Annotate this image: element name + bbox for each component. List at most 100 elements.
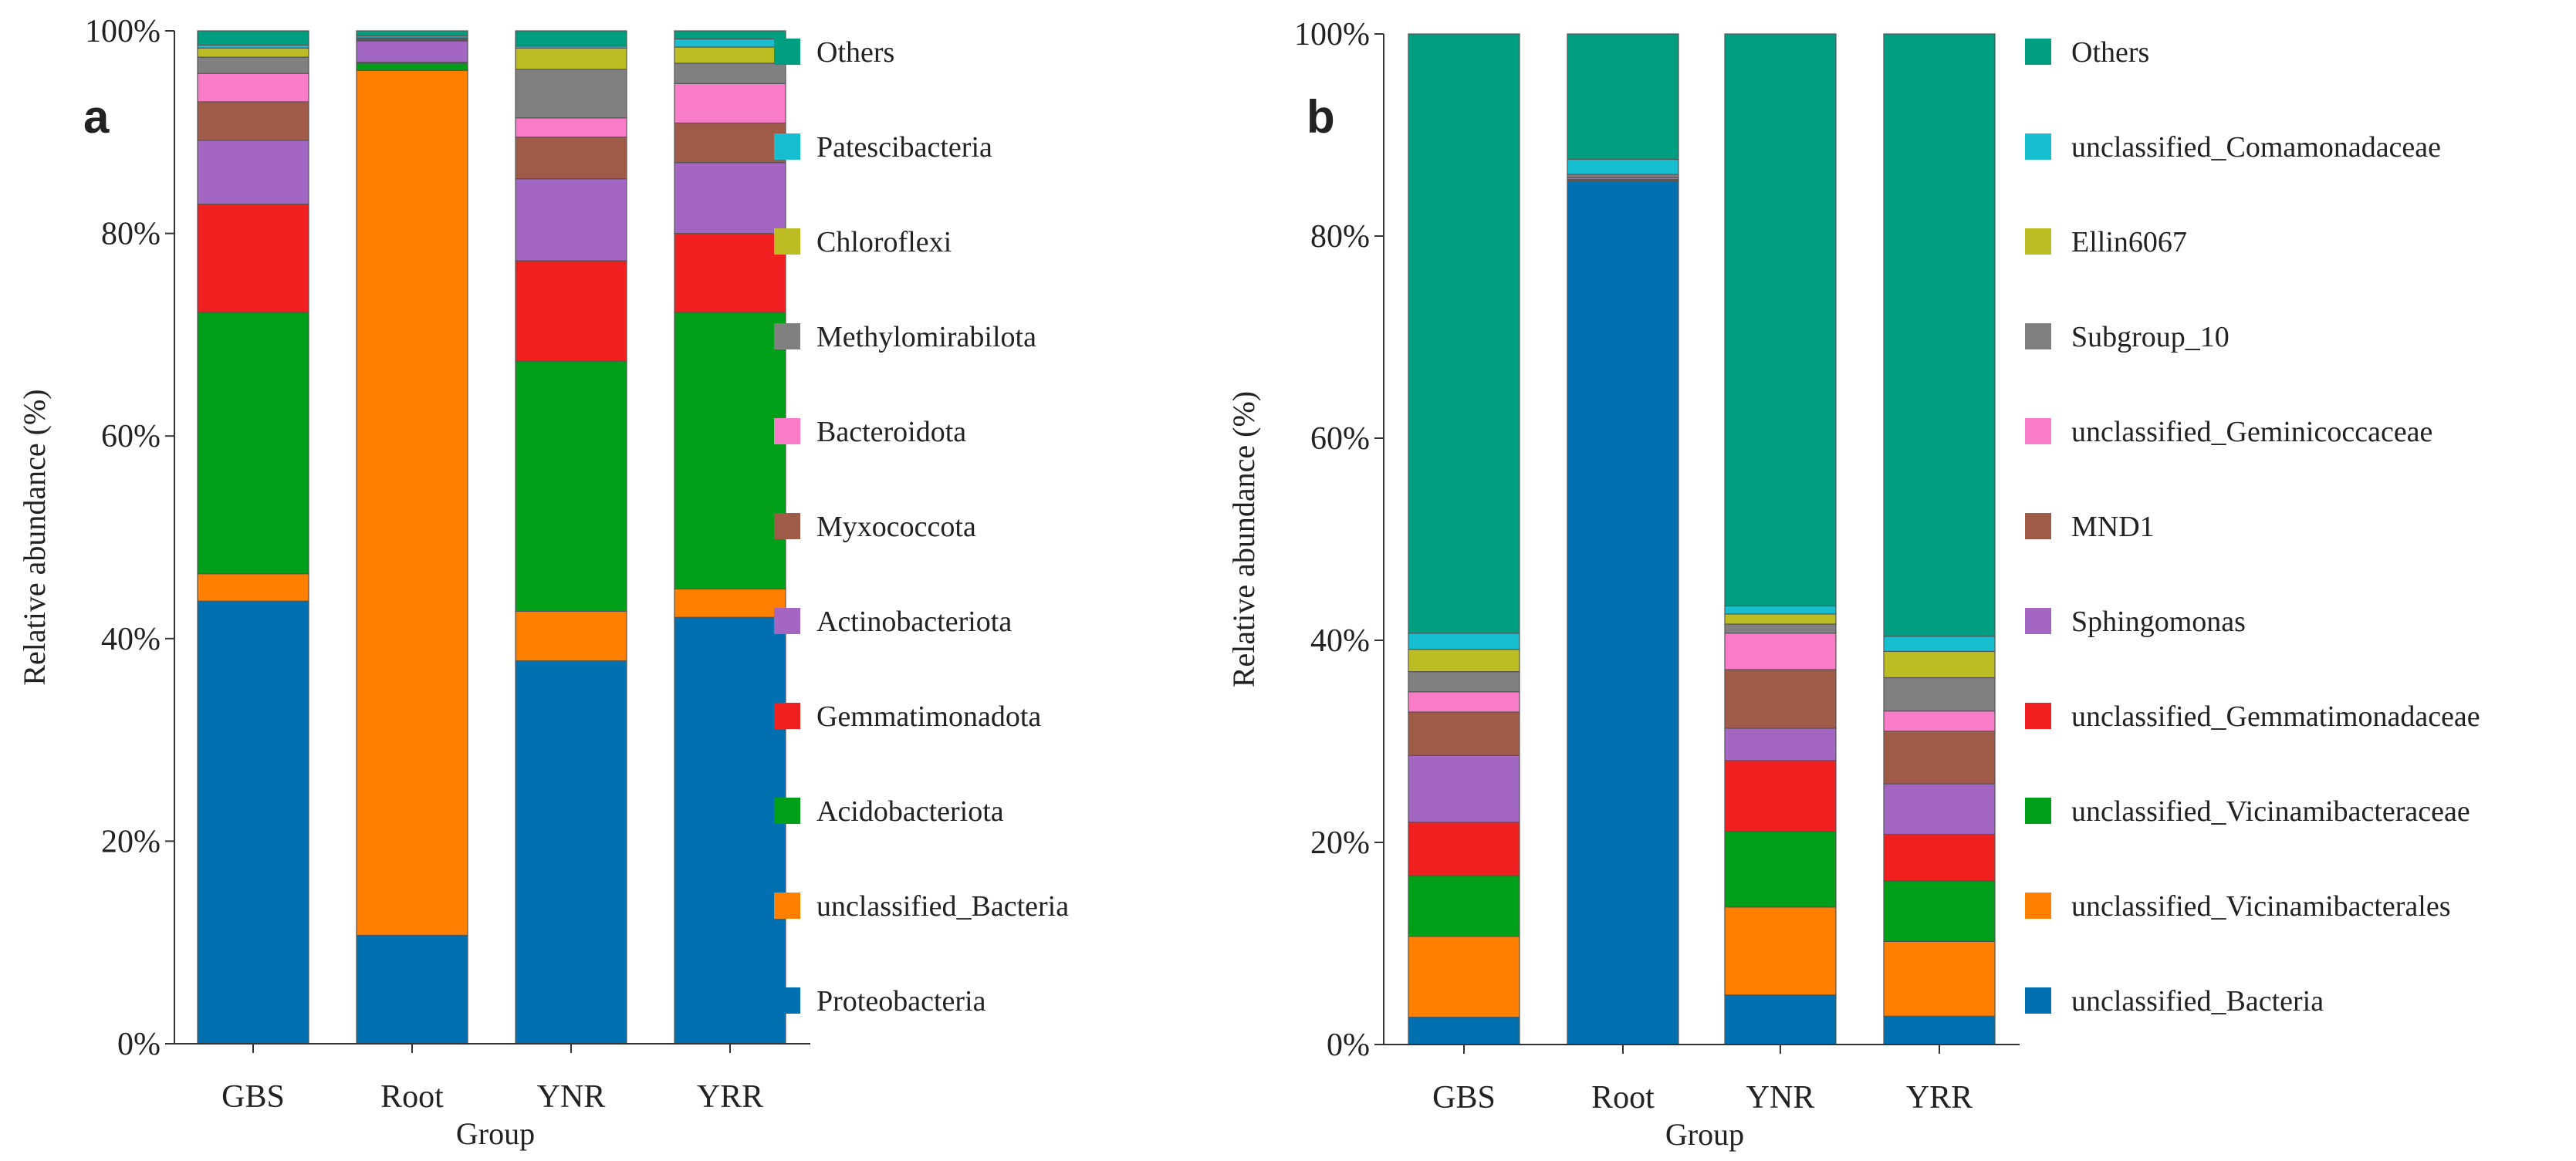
bar-segment bbox=[1408, 649, 1520, 673]
bar-segment bbox=[674, 162, 786, 235]
bar-segment bbox=[1724, 906, 1837, 996]
y-tick-label: 100% bbox=[85, 14, 161, 49]
legend-swatch bbox=[774, 39, 800, 65]
bar-stack-root bbox=[1567, 33, 1679, 1045]
bar-segment bbox=[674, 312, 786, 590]
chart-panel-b: GBS Root YNR YRR 0% 20% 40% 60% 80% 100% Group Rela… bbox=[1226, 17, 2480, 1152]
bar-segment bbox=[197, 47, 309, 58]
bar-segment bbox=[1408, 33, 1520, 634]
y-tick-label: 0% bbox=[1327, 1028, 1370, 1063]
bar-stack-ynr bbox=[1724, 33, 1837, 1045]
bar-segment bbox=[356, 40, 468, 63]
bar-segment bbox=[356, 30, 468, 37]
bar-segment bbox=[515, 610, 627, 662]
y-tick-label: 80% bbox=[1310, 219, 1370, 255]
bar-segment bbox=[1567, 33, 1679, 160]
x-tick-label: YRR bbox=[1906, 1080, 1973, 1115]
legend-swatch bbox=[774, 228, 800, 255]
x-axis-label: Group bbox=[456, 1116, 535, 1151]
legend-swatch bbox=[2025, 893, 2051, 919]
legend-entry: Myxococcota bbox=[816, 511, 976, 543]
bar-segment bbox=[515, 260, 627, 362]
bar-segment bbox=[1883, 731, 1996, 785]
legend-swatch bbox=[2025, 987, 2051, 1014]
bar-segment bbox=[1724, 623, 1837, 634]
legend-swatch bbox=[2025, 798, 2051, 824]
bar-segment bbox=[674, 122, 786, 164]
bar-segment bbox=[674, 616, 786, 1045]
bar-segment bbox=[1567, 158, 1679, 175]
x-tick-label: Root bbox=[380, 1079, 444, 1115]
legend-entry: Gemmatimonadota bbox=[816, 700, 1041, 733]
bar-segment bbox=[674, 30, 786, 40]
bar-segment bbox=[1883, 33, 1996, 637]
bar-segment bbox=[1724, 613, 1837, 625]
bar-segment bbox=[1883, 783, 1996, 835]
legend-entry: unclassified_Bacteria bbox=[816, 890, 1069, 923]
y-tick-label: 80% bbox=[101, 217, 161, 252]
x-tick-label: YNR bbox=[537, 1079, 606, 1115]
bar-stack-root bbox=[356, 30, 468, 1045]
x-tick-label: GBS bbox=[221, 1079, 285, 1115]
legend-entry: Acidobacteriota bbox=[816, 795, 1004, 828]
bar-segment bbox=[197, 73, 309, 103]
bar-segment bbox=[674, 38, 786, 48]
bar-segment bbox=[1567, 181, 1679, 1045]
x-axis-label: Group bbox=[1665, 1117, 1744, 1152]
legend: Others Patescibacteria Chloroflexi Methylom… bbox=[774, 36, 1069, 1018]
legend-entry: unclassified_Bacteria bbox=[2071, 985, 2324, 1018]
legend-entry: unclassified_Comamonadaceae bbox=[2071, 131, 2441, 164]
bar-stack-yrr bbox=[1883, 33, 1996, 1045]
legend-entry: Others bbox=[2071, 36, 2149, 69]
bar-segment bbox=[515, 137, 627, 180]
bar-segment bbox=[1883, 650, 1996, 679]
y-axis-label: Relative abundance (%) bbox=[17, 389, 52, 685]
bar-segment bbox=[1883, 940, 1996, 1017]
bar-segment bbox=[197, 573, 309, 602]
legend-swatch bbox=[2025, 39, 2051, 65]
bar-segment bbox=[1408, 936, 1520, 1018]
y-tick-label: 40% bbox=[101, 622, 161, 657]
legend-entry: Patescibacteria bbox=[816, 131, 992, 164]
bar-segment bbox=[197, 30, 309, 46]
bar-segment bbox=[1883, 880, 1996, 942]
panel-letter: b bbox=[1307, 91, 1335, 143]
legend-entry: MND1 bbox=[2071, 511, 2155, 543]
bar-segment bbox=[674, 588, 786, 618]
legend-swatch bbox=[774, 893, 800, 919]
bar-segment bbox=[197, 56, 309, 74]
bar-segment bbox=[515, 30, 627, 47]
bar-segment bbox=[1724, 633, 1837, 670]
bar-segment bbox=[1883, 636, 1996, 653]
bar-stack-gbs bbox=[197, 30, 309, 1045]
bar-segment bbox=[1724, 669, 1837, 729]
bar-segment bbox=[197, 312, 309, 575]
legend-entry: unclassified_Vicinamibacteraceae bbox=[2071, 795, 2470, 828]
legend-swatch bbox=[2025, 418, 2051, 444]
y-tick-label: 0% bbox=[117, 1027, 161, 1062]
x-tick-label: Root bbox=[1591, 1080, 1655, 1115]
chart-panel-a: GBS Root YNR YRR 0% 20% 40% 60% 80% 100% Group Rela… bbox=[17, 14, 1069, 1151]
bar-segment bbox=[1408, 1017, 1520, 1045]
legend-swatch bbox=[774, 987, 800, 1014]
legend-entry: Others bbox=[816, 36, 894, 69]
bar-segment bbox=[1724, 727, 1837, 761]
legend-entry: unclassified_Geminicoccaceae bbox=[2071, 416, 2432, 448]
y-tick-label: 60% bbox=[1310, 421, 1370, 457]
legend-entry: Bacteroidota bbox=[816, 416, 966, 448]
legend-swatch bbox=[2025, 703, 2051, 729]
legend-swatch bbox=[2025, 323, 2051, 349]
legend-swatch bbox=[774, 608, 800, 634]
legend-entry: unclassified_Gemmatimonadaceae bbox=[2071, 700, 2480, 733]
legend-entry: Chloroflexi bbox=[816, 226, 952, 258]
bar-segment bbox=[515, 47, 627, 70]
y-tick-label: 40% bbox=[1310, 623, 1370, 659]
bar-segment bbox=[1724, 33, 1837, 607]
legend-swatch bbox=[774, 323, 800, 349]
bar-segment bbox=[515, 660, 627, 1045]
bar-segment bbox=[1408, 633, 1520, 650]
bar-stack-ynr bbox=[515, 30, 627, 1045]
legend-swatch bbox=[774, 798, 800, 824]
y-tick-label: 20% bbox=[101, 824, 161, 859]
